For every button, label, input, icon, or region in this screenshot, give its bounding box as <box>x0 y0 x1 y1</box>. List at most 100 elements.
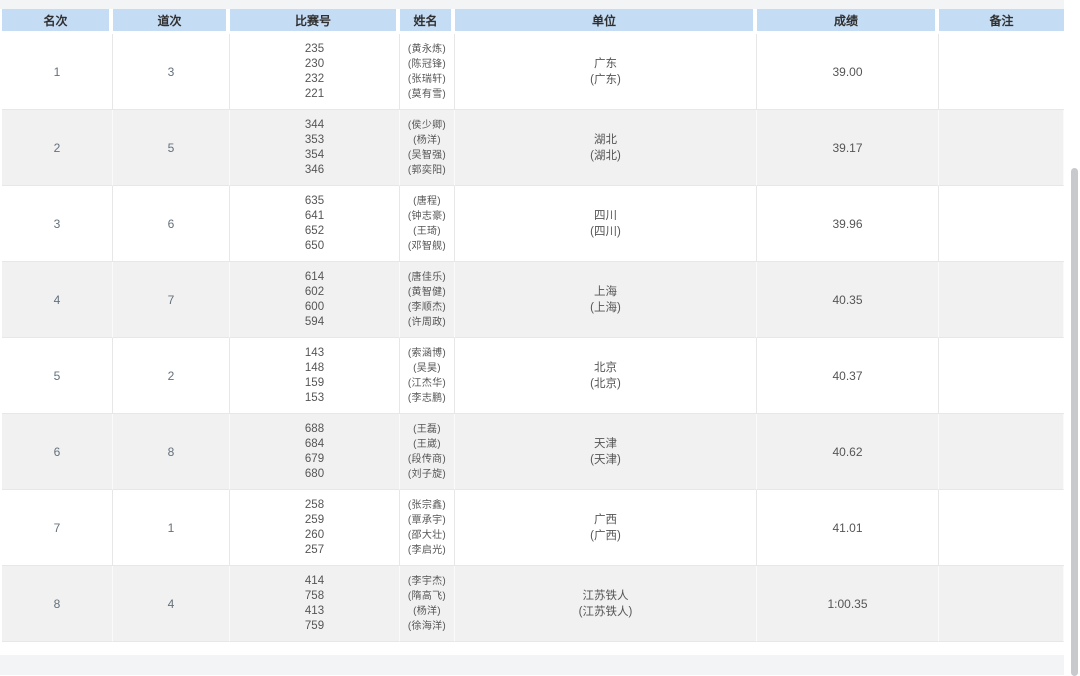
cell-line: (上海) <box>590 301 621 314</box>
cell-rank: 7 <box>2 490 113 566</box>
cell-line: 354 <box>304 148 325 161</box>
cell-result: 40.62 <box>757 414 939 490</box>
cell-line: (李启光) <box>407 544 447 556</box>
cell-result: 39.96 <box>757 186 939 262</box>
cell-line: 四川 <box>594 209 617 222</box>
cell-line: 635 <box>304 194 325 207</box>
cell-line: (侯少卿) <box>407 119 447 131</box>
cell-line: 602 <box>304 285 325 298</box>
cell-rank: 5 <box>2 338 113 414</box>
cell-line: 159 <box>304 376 325 389</box>
table-row[interactable]: 1 3 235 230 232 221 (黄永炼) (陈冠锋) (张瑞轩) (莫有雪) 广东 (广东)… <box>2 34 1064 110</box>
cell-result: 39.17 <box>757 110 939 186</box>
cell-bib: 688 684 679 680 <box>230 414 400 490</box>
cell-line: (郭奕阳) <box>407 164 447 176</box>
cell-name: (唐程) (钟志豪) (王琦) (邓智舰) <box>400 186 455 262</box>
cell-line: (邵大壮) <box>407 529 447 541</box>
cell-remark <box>939 262 1064 338</box>
cell-line: 广东 <box>594 57 617 70</box>
cell-line: (江杰华) <box>407 377 447 389</box>
cell-remark <box>939 186 1064 262</box>
cell-unit: 上海 (上海) <box>455 262 757 338</box>
cell-line: 153 <box>304 391 325 404</box>
cell-line: 353 <box>304 133 325 146</box>
cell-lane: 2 <box>113 338 230 414</box>
cell-line: 上海 <box>594 285 617 298</box>
cell-line: (徐海洋) <box>407 620 447 632</box>
cell-result: 40.37 <box>757 338 939 414</box>
cell-remark <box>939 566 1064 642</box>
cell-line: (索涵博) <box>407 347 447 359</box>
cell-line: 684 <box>304 437 325 450</box>
cell-line: 221 <box>304 87 325 100</box>
table-row[interactable]: 5 2 143 148 159 153 (索涵博) (吴昊) (江杰华) (李志鹏) 北京 (北京) 4… <box>2 338 1064 414</box>
cell-lane: 1 <box>113 490 230 566</box>
cell-line: 600 <box>304 300 325 313</box>
cell-line: (四川) <box>590 225 621 238</box>
cell-rank: 1 <box>2 34 113 110</box>
table-row[interactable]: 3 6 635 641 652 650 (唐程) (钟志豪) (王琦) (邓智舰) 四川 (四川) 39… <box>2 186 1064 262</box>
cell-remark <box>939 110 1064 186</box>
cell-bib: 235 230 232 221 <box>230 34 400 110</box>
cell-bib: 143 148 159 153 <box>230 338 400 414</box>
cell-unit: 江苏铁人 (江苏铁人) <box>455 566 757 642</box>
header-row: 名次 道次 比赛号 姓名 单位 成绩 备注 <box>2 9 1064 34</box>
cell-name: (张宗鑫) (覃承宇) (邵大壮) (李启光) <box>400 490 455 566</box>
cell-name: (唐佳乐) (黄智健) (李顺杰) (许周政) <box>400 262 455 338</box>
cell-line: 344 <box>304 118 325 131</box>
cell-name: (索涵博) (吴昊) (江杰华) (李志鹏) <box>400 338 455 414</box>
cell-remark <box>939 34 1064 110</box>
cell-lane: 4 <box>113 566 230 642</box>
table-row[interactable]: 2 5 344 353 354 346 (侯少卿) (杨洋) (吴智强) (郭奕阳) 湖北 (湖北) 3… <box>2 110 1064 186</box>
cell-line: 758 <box>304 589 325 602</box>
cell-line: 230 <box>304 57 325 70</box>
cell-line: (李顺杰) <box>407 301 447 313</box>
cell-rank: 4 <box>2 262 113 338</box>
cell-unit: 广东 (广东) <box>455 34 757 110</box>
cell-line: 652 <box>304 224 325 237</box>
cell-line: (钟志豪) <box>407 210 447 222</box>
table-row[interactable]: 4 7 614 602 600 594 (唐佳乐) (黄智健) (李顺杰) (许周政) 上海 (上海)… <box>2 262 1064 338</box>
cell-rank: 2 <box>2 110 113 186</box>
cell-line: 414 <box>304 574 325 587</box>
cell-line: 688 <box>304 422 325 435</box>
cell-line: 广西 <box>594 513 617 526</box>
cell-line: 260 <box>304 528 325 541</box>
cell-line: (隋高飞) <box>407 590 447 602</box>
cell-name: (李宇杰) (隋高飞) (杨洋) (徐海洋) <box>400 566 455 642</box>
cell-line: (李志鹏) <box>407 392 447 404</box>
cell-line: 641 <box>304 209 325 222</box>
cell-unit: 湖北 (湖北) <box>455 110 757 186</box>
column-header-unit: 单位 <box>455 9 757 34</box>
cell-line: 天津 <box>594 437 617 450</box>
cell-line: 594 <box>304 315 325 328</box>
cell-line: 258 <box>304 498 325 511</box>
column-header-name: 姓名 <box>400 9 455 34</box>
cell-line: (张瑞轩) <box>407 73 447 85</box>
cell-remark <box>939 490 1064 566</box>
vertical-scrollbar-thumb[interactable] <box>1071 168 1078 676</box>
cell-bib: 635 641 652 650 <box>230 186 400 262</box>
table-row[interactable]: 8 4 414 758 413 759 (李宇杰) (隋高飞) (杨洋) (徐海洋) 江苏铁人 (江苏… <box>2 566 1064 642</box>
cell-line: 148 <box>304 361 325 374</box>
cell-line: (邓智舰) <box>407 240 447 252</box>
grid-bottom-strip <box>0 655 1064 675</box>
cell-line: (张宗鑫) <box>407 499 447 511</box>
cell-line: (湖北) <box>590 149 621 162</box>
cell-line: (王琦) <box>413 225 441 237</box>
cell-bib: 614 602 600 594 <box>230 262 400 338</box>
cell-line: (杨洋) <box>413 134 441 146</box>
cell-lane: 6 <box>113 186 230 262</box>
cell-line: (广东) <box>590 73 621 86</box>
cell-lane: 8 <box>113 414 230 490</box>
column-header-rank: 名次 <box>2 9 113 34</box>
cell-line: (北京) <box>590 377 621 390</box>
cell-name: (黄永炼) (陈冠锋) (张瑞轩) (莫有雪) <box>400 34 455 110</box>
cell-unit: 广西 (广西) <box>455 490 757 566</box>
cell-line: 湖北 <box>594 133 617 146</box>
cell-unit: 北京 (北京) <box>455 338 757 414</box>
table-row[interactable]: 6 8 688 684 679 680 (王磊) (王崴) (段传商) (刘子旋) 天津 (天津) 40… <box>2 414 1064 490</box>
grid-top-strip <box>0 0 1064 9</box>
table-row[interactable]: 7 1 258 259 260 257 (张宗鑫) (覃承宇) (邵大壮) (李启光) 广西 (广西)… <box>2 490 1064 566</box>
